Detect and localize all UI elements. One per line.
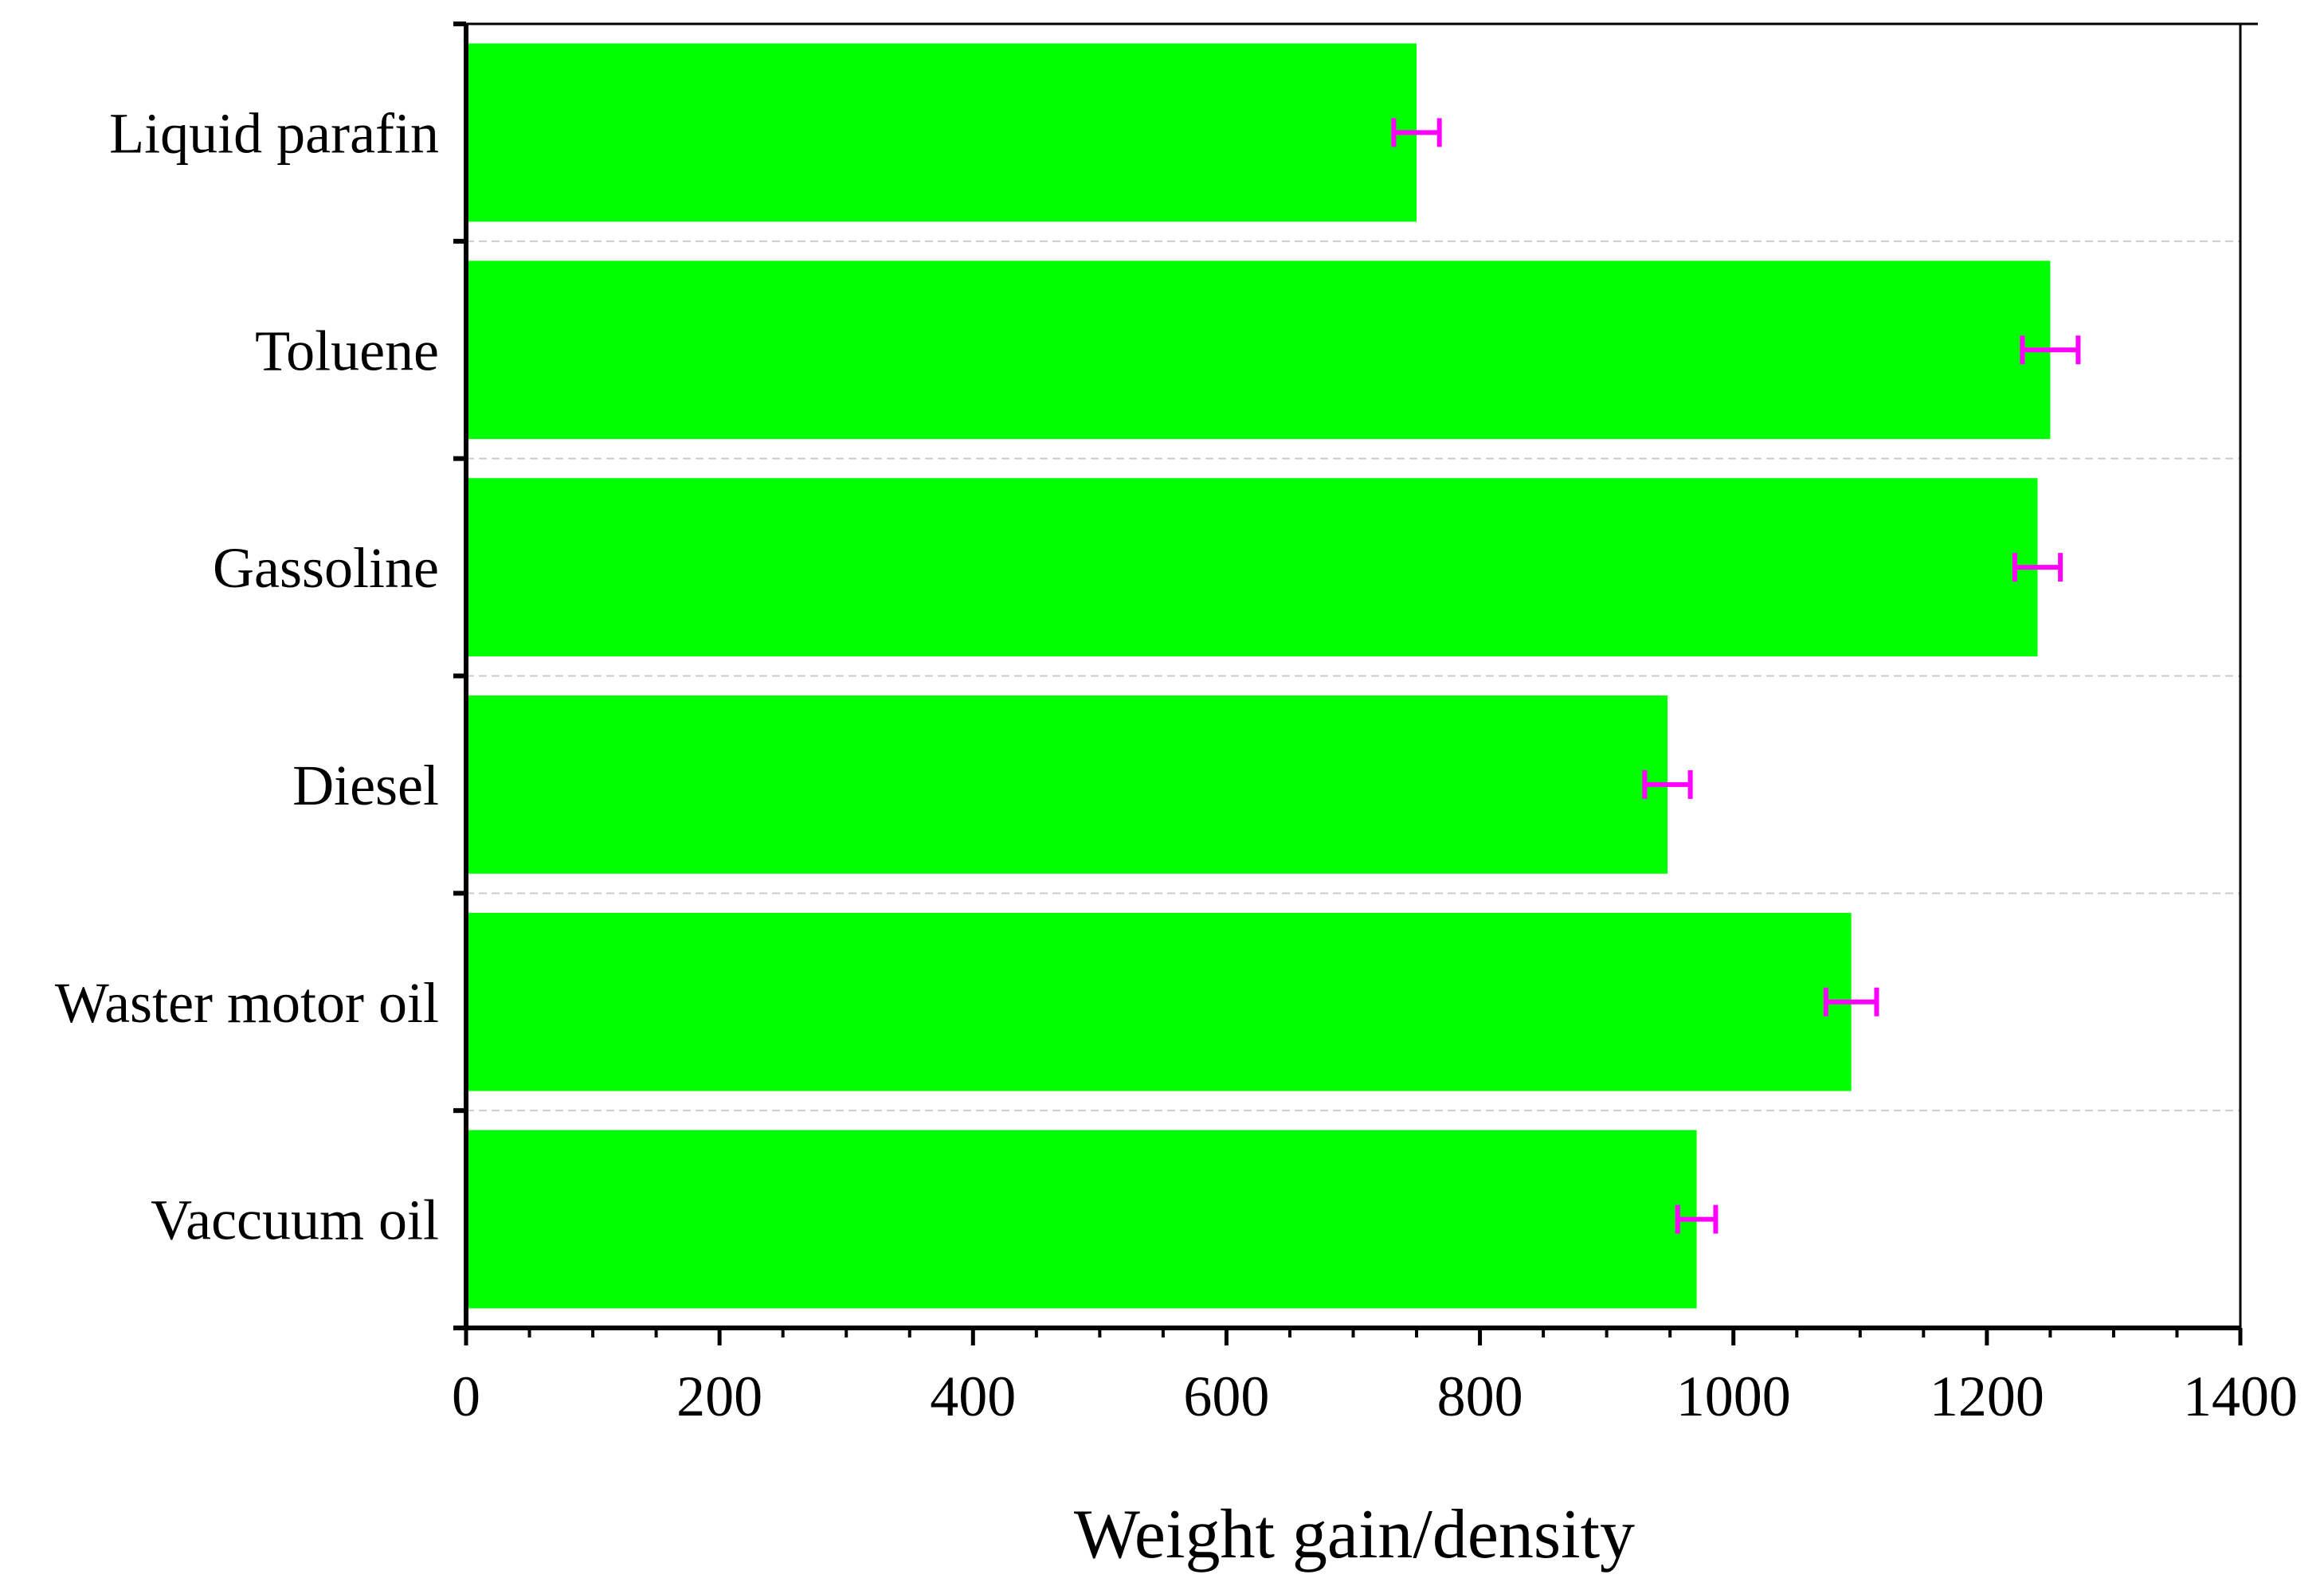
x-tick-label: 800 (1437, 1365, 1523, 1428)
category-label: Gassoline (213, 536, 439, 600)
x-tick-label: 400 (930, 1365, 1016, 1428)
category-label: Liquid parafin (109, 101, 439, 165)
x-tick-label: 0 (452, 1365, 480, 1428)
category-label: Waster motor oil (55, 971, 439, 1035)
bar-2 (466, 478, 2038, 656)
x-axis-title: Weight gain/density (1074, 1496, 1635, 1573)
gridlines (466, 240, 2240, 1112)
x-tick-label: 1000 (1676, 1365, 1791, 1428)
x-tick-label: 200 (676, 1365, 762, 1428)
x-tick-label: 1200 (1930, 1365, 2044, 1428)
category-label: Vaccuum oil (151, 1189, 439, 1252)
bar-0 (466, 43, 1417, 222)
bar-1 (466, 260, 2051, 440)
x-tick-label: 600 (1183, 1365, 1269, 1428)
axes (453, 22, 2258, 1345)
bar-4 (466, 912, 1852, 1091)
category-label: Toluene (255, 319, 439, 382)
x-tick-label: 1400 (2183, 1365, 2298, 1428)
error-bars (1391, 118, 2081, 1234)
bars (466, 43, 2051, 1309)
bar-3 (466, 695, 1668, 874)
bar-5 (466, 1130, 1697, 1309)
category-label: Diesel (292, 754, 439, 817)
labels: Liquid parafin Toluene Gassoline Diesel Wast… (55, 101, 2298, 1428)
